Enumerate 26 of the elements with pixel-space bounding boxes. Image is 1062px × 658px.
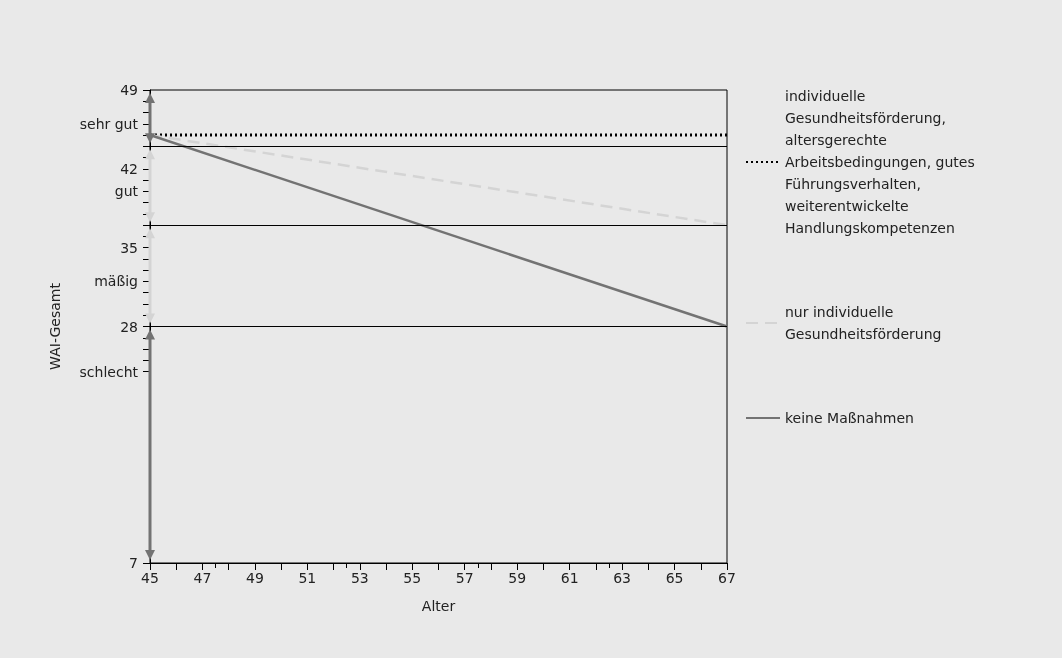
x-tick-label: 61 <box>560 570 579 586</box>
x-tick-label: 59 <box>508 570 527 586</box>
x-tick-label: 55 <box>403 570 422 586</box>
y-tick-label: 28 <box>120 318 138 335</box>
legend-label: keine Maßnahmen <box>785 410 914 426</box>
y-tick-label: mäßig <box>94 273 138 290</box>
legend-label: individuelle Gesundheitsförderung, altersgerechte Arbeitsbedingungen, gutes Führungsverhalten, weiterentwickelte Handlungskompetenzen <box>785 88 980 236</box>
y-tick-label: sehr gut <box>79 115 139 132</box>
y-tick-label: schlecht <box>79 363 139 380</box>
legend-label: nur individuelle Gesundheitsförderung <box>785 304 942 342</box>
x-tick-label: 65 <box>665 570 684 586</box>
y-tick-label: 35 <box>120 239 138 256</box>
y-tick-label: 7 <box>129 555 138 571</box>
x-axis-title: Alter <box>421 598 456 614</box>
y-tick-label: 49 <box>120 82 138 98</box>
y-axis-title: WAI-Gesamt <box>47 282 63 370</box>
x-tick-label: 57 <box>455 570 474 586</box>
x-tick-label: 51 <box>298 570 317 586</box>
x-tick-label: 67 <box>718 570 736 586</box>
y-tick-label: 42 <box>120 160 138 177</box>
x-tick-label: 45 <box>141 570 159 586</box>
x-tick-label: 47 <box>193 570 212 586</box>
x-tick-label: 63 <box>613 570 631 586</box>
y-tick-label: gut <box>114 183 139 200</box>
x-tick-label: 49 <box>246 570 264 586</box>
x-tick-label: 53 <box>350 570 369 586</box>
